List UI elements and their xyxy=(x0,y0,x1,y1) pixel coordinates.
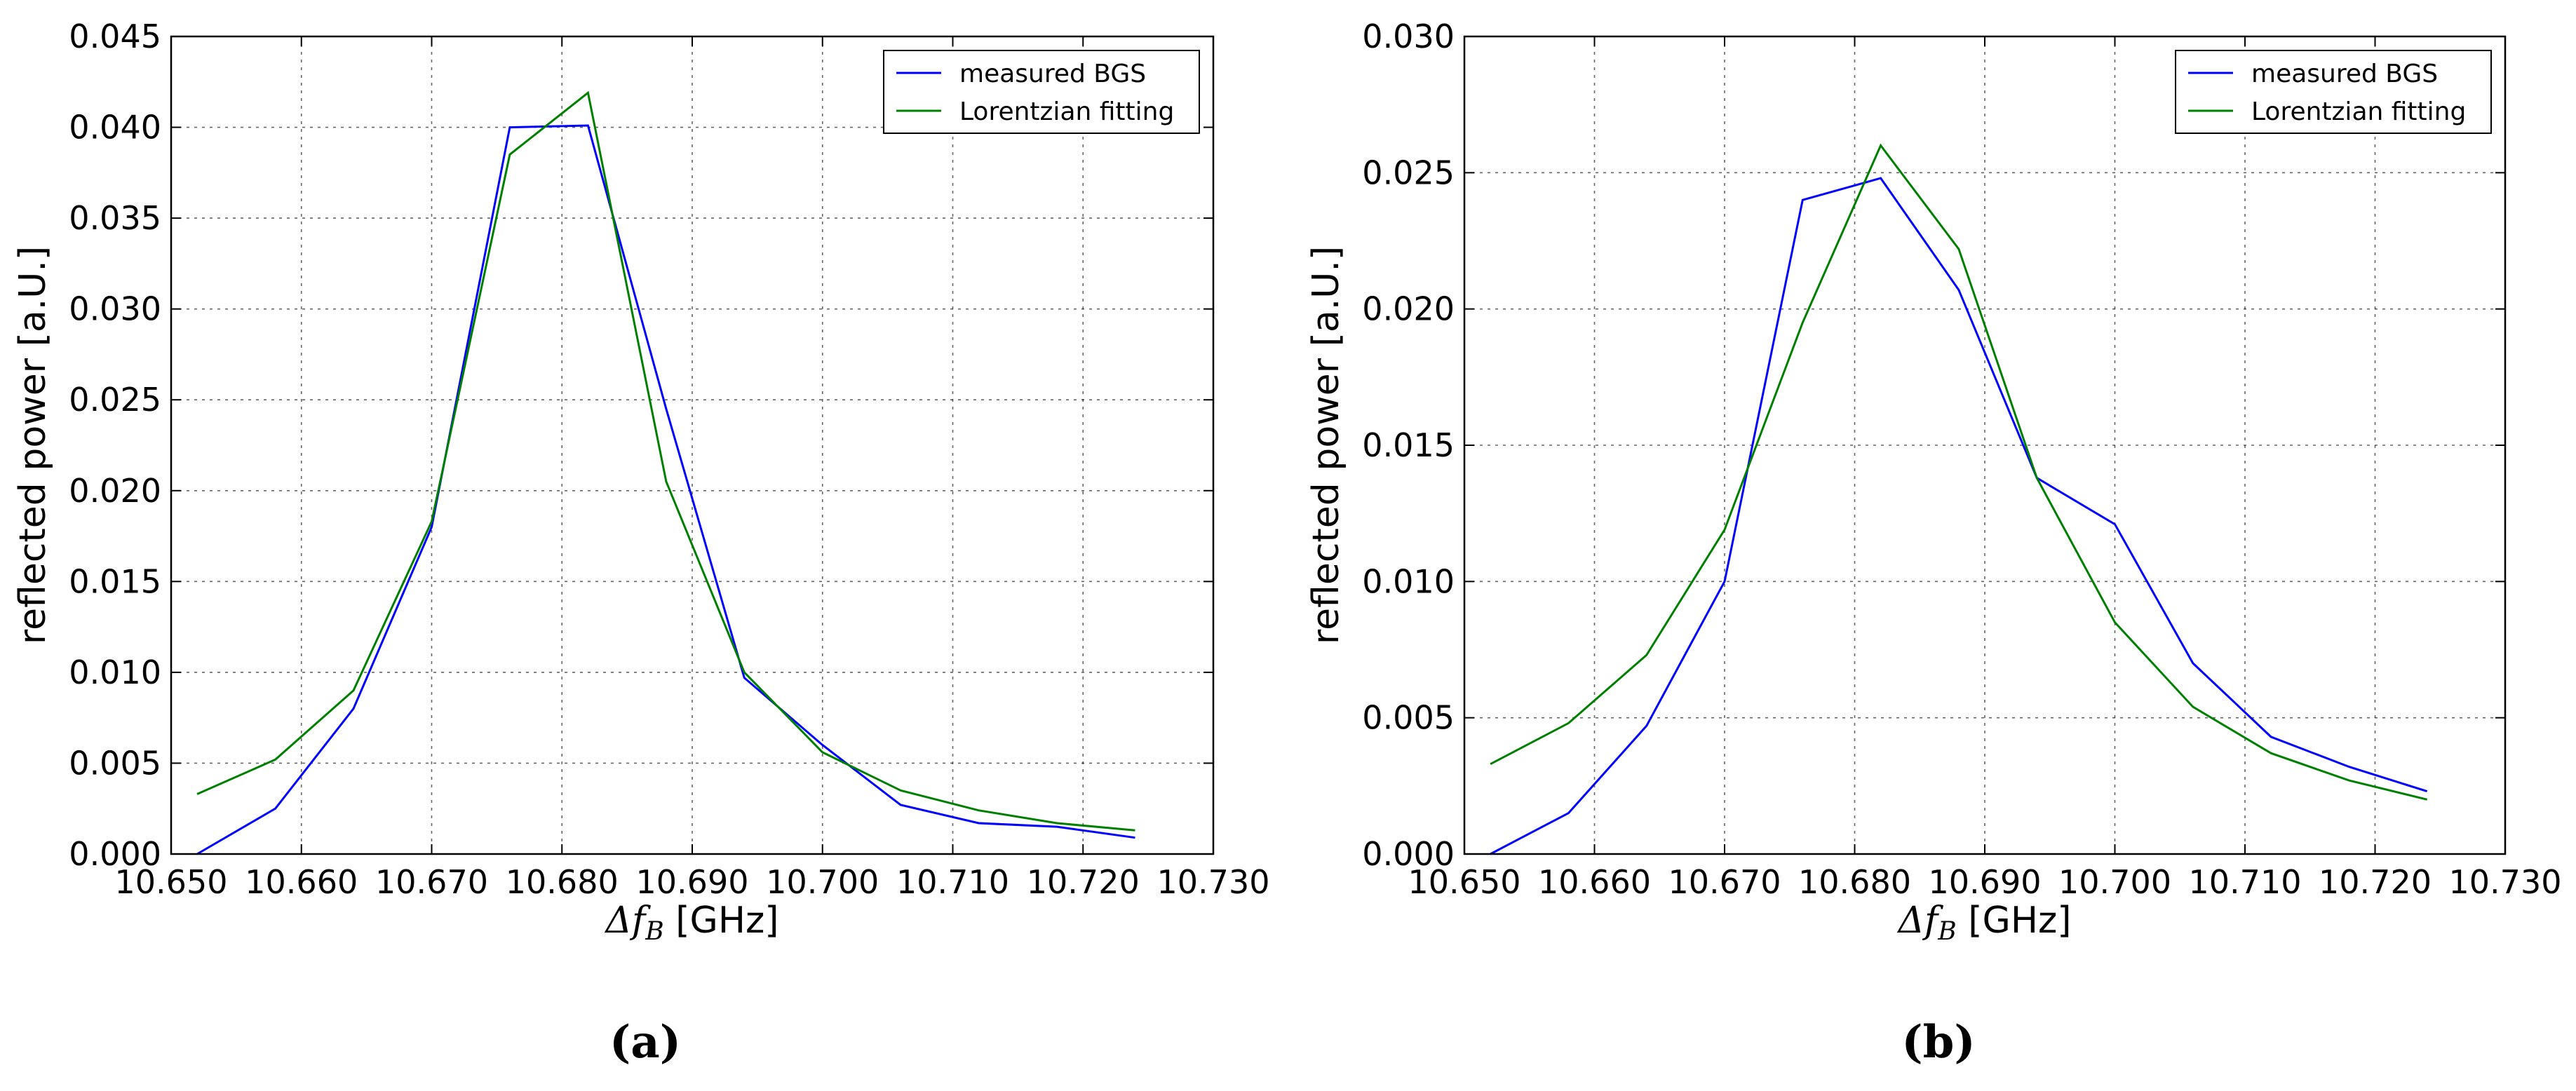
x-tick-label: 10.710 xyxy=(2189,863,2302,901)
chart-panel-2: 10.650 10.660 10.670 10.680 10.690 10.700 10.7… xyxy=(1305,18,2561,1069)
panel-caption: (b) xyxy=(1901,1016,1975,1069)
legend-label: Lorentzian fitting xyxy=(959,97,1174,126)
y-tick-label: 0.030 xyxy=(1362,18,1455,55)
series-line-measured xyxy=(196,124,1135,855)
x-tick-label: 10.730 xyxy=(1157,863,1270,901)
series-line-fitting xyxy=(196,90,1135,832)
series-line-fitting xyxy=(1490,143,2428,801)
x-tick-label: 10.680 xyxy=(1798,863,1911,901)
legend: measured BGS Lorentzian fitting xyxy=(2175,50,2492,134)
x-tick-label: 10.660 xyxy=(245,863,358,901)
y-tick-label: 0.005 xyxy=(1362,699,1455,737)
y-tick-label: 0.030 xyxy=(69,290,161,328)
y-tick-label: 0.015 xyxy=(69,562,161,600)
x-tick-label: 10.700 xyxy=(766,863,879,901)
y-tick-label: 0.025 xyxy=(69,381,161,419)
y-tick-label: 0.035 xyxy=(69,199,161,237)
legend-label: measured BGS xyxy=(2251,60,2438,88)
legend-box xyxy=(2175,50,2492,134)
x-axis-label: ΔfB [GHz] xyxy=(604,900,778,946)
panel-caption: (a) xyxy=(609,1016,681,1069)
y-tick-label: 0.040 xyxy=(69,109,161,147)
y-tick-label: 0.015 xyxy=(1362,426,1455,464)
legend-label: Lorentzian fitting xyxy=(2251,97,2466,126)
x-tick-label: 10.710 xyxy=(896,863,1009,901)
y-axis-label: reflected power [a.U.] xyxy=(12,246,54,644)
x-tick-label: 10.720 xyxy=(2319,863,2432,901)
x-tick-label: 10.690 xyxy=(1929,863,2042,901)
y-tick-label: 0.020 xyxy=(1362,290,1455,328)
x-tick-label: 10.660 xyxy=(1538,863,1651,901)
x-tick-label: 10.730 xyxy=(2449,863,2562,901)
y-tick-label: 0.005 xyxy=(69,744,161,782)
x-tick-label: 10.670 xyxy=(1668,863,1781,901)
x-tick-label: 10.700 xyxy=(2058,863,2171,901)
chart-panel-1: 10.650 10.660 10.670 10.680 10.690 10.700 10.7… xyxy=(12,18,1269,1069)
y-axis-label: reflected power [a.U.] xyxy=(1305,246,1347,644)
x-axis-label: ΔfB [GHz] xyxy=(1896,900,2071,946)
x-tick-label: 10.720 xyxy=(1027,863,1140,901)
x-tick-label: 10.650 xyxy=(1408,863,1521,901)
series-line-measured xyxy=(1490,177,2428,855)
y-tick-label: 0.010 xyxy=(69,653,161,691)
plot-frame xyxy=(1463,35,2507,855)
y-tick-label: 0.025 xyxy=(1362,154,1455,191)
x-tick-label: 10.690 xyxy=(636,863,749,901)
legend-box xyxy=(883,50,1200,134)
y-tick-label: 0.000 xyxy=(1362,835,1455,873)
legend-label: measured BGS xyxy=(959,60,1146,88)
y-tick-label: 0.020 xyxy=(69,472,161,510)
x-tick-label: 10.680 xyxy=(506,863,619,901)
x-tick-label: 10.670 xyxy=(375,863,488,901)
y-tick-label: 0.000 xyxy=(69,835,161,873)
y-tick-label: 0.010 xyxy=(1362,562,1455,600)
legend: measured BGS Lorentzian fitting xyxy=(883,50,1200,134)
y-tick-label: 0.045 xyxy=(69,18,161,55)
plot-frame xyxy=(170,35,1215,855)
x-tick-label: 10.650 xyxy=(115,863,228,901)
